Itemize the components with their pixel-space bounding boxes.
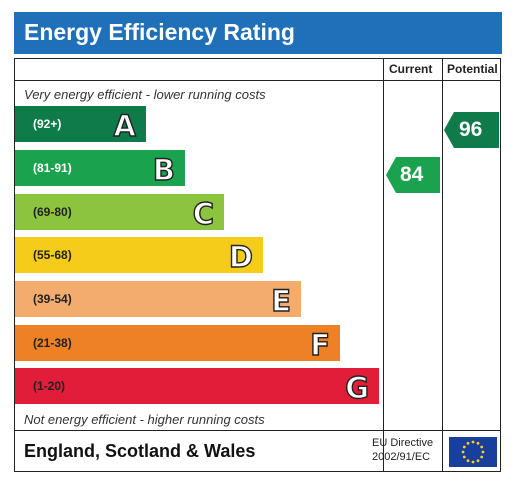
band-b-range: (81-91) bbox=[33, 161, 72, 175]
header-bar: Energy Efficiency Rating bbox=[14, 12, 502, 54]
band-a: (92+) A bbox=[15, 106, 146, 144]
eu-flag-icon bbox=[449, 437, 497, 467]
band-a-range: (92+) bbox=[33, 117, 62, 131]
band-a-letter: A bbox=[113, 108, 137, 143]
rating-frame bbox=[14, 58, 501, 472]
potential-rating-arrow: 96 bbox=[444, 112, 499, 148]
current-column-header: Current bbox=[389, 62, 433, 76]
band-f: (21-38) F bbox=[15, 325, 340, 363]
band-g-range: (1-20) bbox=[33, 379, 66, 393]
band-b-letter: B bbox=[152, 152, 176, 187]
band-g: (1-20) G bbox=[15, 368, 379, 406]
bottom-note: Not energy efficient - higher running co… bbox=[24, 412, 265, 427]
band-g-letter: G bbox=[344, 370, 369, 405]
current-rating-value: 84 bbox=[400, 163, 424, 186]
band-f-letter: F bbox=[309, 327, 330, 362]
band-c-letter: C bbox=[192, 196, 215, 231]
potential-rating-value: 96 bbox=[459, 118, 483, 141]
region-label: England, Scotland & Wales bbox=[24, 441, 256, 461]
band-e-range: (39-54) bbox=[33, 292, 72, 306]
band-d-letter: D bbox=[228, 239, 253, 274]
band-d: (55-68) D bbox=[15, 237, 263, 275]
band-e-letter: E bbox=[270, 283, 291, 318]
band-b: (81-91) B bbox=[15, 150, 185, 188]
current-column-divider bbox=[383, 58, 384, 472]
chart-title: Energy Efficiency Rating bbox=[24, 19, 295, 45]
top-note: Very energy efficient - lower running co… bbox=[24, 87, 266, 102]
band-c: (69-80) C bbox=[15, 194, 224, 232]
current-rating-arrow: 84 bbox=[386, 157, 440, 193]
current-arrow-shape bbox=[386, 157, 440, 193]
eu-directive-line1: EU Directive bbox=[372, 437, 434, 449]
band-d-range: (55-68) bbox=[33, 248, 72, 262]
eu-stars-icon bbox=[461, 440, 485, 464]
potential-column-header: Potential bbox=[447, 62, 498, 76]
potential-column-divider bbox=[442, 58, 443, 472]
eu-directive-line2: 2002/91/EC bbox=[372, 451, 431, 463]
footer-row-divider bbox=[14, 430, 501, 431]
header-row-divider bbox=[14, 80, 501, 81]
potential-arrow-shape bbox=[444, 112, 499, 148]
eu-directive: EU Directive 2002/91/EC bbox=[372, 436, 433, 464]
band-f-range: (21-38) bbox=[33, 336, 72, 350]
band-e: (39-54) E bbox=[15, 281, 301, 319]
band-c-range: (69-80) bbox=[33, 205, 72, 219]
